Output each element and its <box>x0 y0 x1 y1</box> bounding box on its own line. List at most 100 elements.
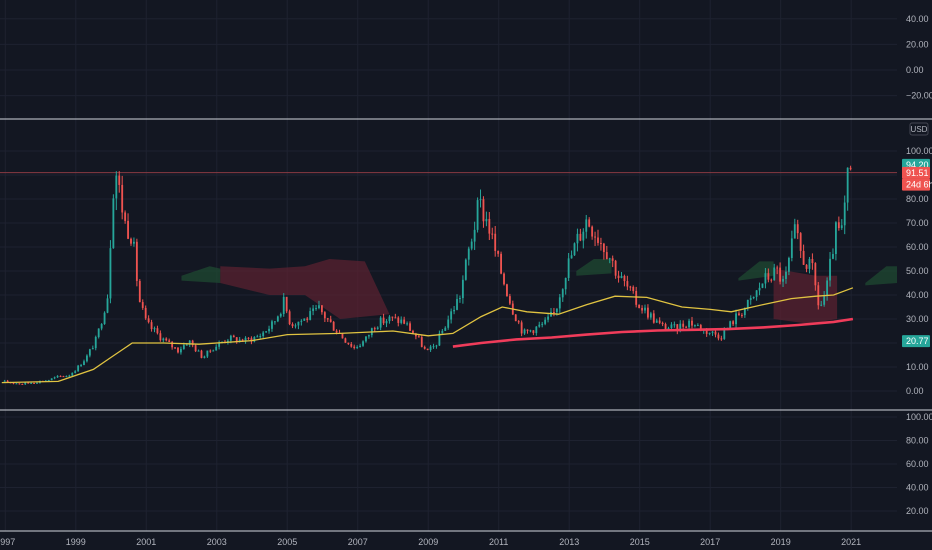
candle-down[interactable] <box>623 275 626 282</box>
candle-up[interactable] <box>523 329 526 334</box>
candle-up[interactable] <box>133 241 135 244</box>
candle-up[interactable] <box>212 350 215 352</box>
candle-up[interactable] <box>218 342 221 347</box>
candle-up[interactable] <box>47 380 50 382</box>
candle-down[interactable] <box>412 330 414 334</box>
candle-down[interactable] <box>770 279 773 281</box>
candle-down[interactable] <box>174 347 176 349</box>
candle-down[interactable] <box>247 337 250 339</box>
candle-down[interactable] <box>661 322 664 325</box>
candle-down[interactable] <box>617 275 620 278</box>
candle-down[interactable] <box>353 346 356 348</box>
candle-down[interactable] <box>514 314 517 322</box>
candle-down[interactable] <box>691 320 693 326</box>
candle-down[interactable] <box>647 307 649 318</box>
candle-up[interactable] <box>318 305 320 309</box>
candle-up[interactable] <box>585 219 588 232</box>
candle-up[interactable] <box>271 321 273 329</box>
candle-down[interactable] <box>332 321 335 331</box>
candle-down[interactable] <box>130 238 132 244</box>
candle-down[interactable] <box>817 285 820 306</box>
candle-down[interactable] <box>177 347 179 353</box>
candle-down[interactable] <box>6 380 9 383</box>
candle-up[interactable] <box>558 297 561 309</box>
candle-up[interactable] <box>711 331 714 333</box>
candle-up[interactable] <box>834 222 837 255</box>
candle-down[interactable] <box>118 175 121 185</box>
top-pane-price-axis[interactable]: 40.00 20.00 0.00 −20.00 <box>906 14 932 101</box>
candle-up[interactable] <box>535 326 538 334</box>
candle-up[interactable] <box>279 313 282 317</box>
candle-up[interactable] <box>115 175 118 199</box>
candle-up[interactable] <box>608 258 611 260</box>
candle-up[interactable] <box>315 308 317 310</box>
candle-up[interactable] <box>456 299 458 310</box>
candle-down[interactable] <box>33 382 35 384</box>
candle-down[interactable] <box>767 273 770 280</box>
candle-up[interactable] <box>673 324 676 326</box>
candle-down[interactable] <box>232 335 235 338</box>
currency-selector[interactable]: USD <box>909 122 929 136</box>
candle-up[interactable] <box>100 324 103 329</box>
candle-down[interactable] <box>150 322 153 330</box>
candle-up[interactable] <box>708 332 711 334</box>
candle-down[interactable] <box>635 290 638 305</box>
candle-down[interactable] <box>306 318 309 320</box>
candle-up[interactable] <box>735 313 737 325</box>
candle-down[interactable] <box>373 328 376 330</box>
candle-down[interactable] <box>591 226 594 237</box>
candle-up[interactable] <box>438 333 441 346</box>
candle-up[interactable] <box>227 340 229 343</box>
candle-up[interactable] <box>274 321 276 323</box>
candle-down[interactable] <box>191 340 194 346</box>
candle-up[interactable] <box>544 319 547 324</box>
candle-up[interactable] <box>276 316 279 322</box>
candle-down[interactable] <box>171 342 174 348</box>
candle-down[interactable] <box>597 237 599 243</box>
candle-down[interactable] <box>494 233 497 251</box>
candle-down[interactable] <box>347 342 350 344</box>
candle-up[interactable] <box>53 377 56 379</box>
candle-up[interactable] <box>826 280 829 297</box>
candle-up[interactable] <box>749 298 752 300</box>
candle-down[interactable] <box>849 167 852 170</box>
candle-up[interactable] <box>229 335 232 341</box>
candle-up[interactable] <box>564 277 567 290</box>
candle-down[interactable] <box>503 273 505 285</box>
candle-up[interactable] <box>185 344 188 346</box>
candle-down[interactable] <box>59 375 62 377</box>
candle-down[interactable] <box>209 350 212 352</box>
candle-up[interactable] <box>262 332 265 337</box>
candle-up[interactable] <box>764 273 767 284</box>
candle-up[interactable] <box>215 346 218 351</box>
candle-up[interactable] <box>832 254 834 259</box>
candle-down[interactable] <box>497 250 500 254</box>
candle-down[interactable] <box>124 212 127 221</box>
candle-down[interactable] <box>658 320 661 323</box>
candle-up[interactable] <box>356 347 359 349</box>
candle-up[interactable] <box>793 224 796 239</box>
candle-down[interactable] <box>414 333 417 337</box>
candle-up[interactable] <box>103 312 106 325</box>
candle-down[interactable] <box>423 346 426 349</box>
candle-up[interactable] <box>68 375 71 377</box>
candle-up[interactable] <box>94 336 97 349</box>
time-axis[interactable]: 1997 1999 2001 2003 2005 2007 2009 2011 2013 2015… <box>0 537 861 547</box>
candle-up[interactable] <box>197 350 200 352</box>
candle-up[interactable] <box>30 382 33 384</box>
candle-down[interactable] <box>344 338 347 343</box>
candle-down[interactable] <box>397 317 400 323</box>
candle-up[interactable] <box>620 275 623 278</box>
candle-up[interactable] <box>106 298 109 313</box>
candle-down[interactable] <box>714 331 717 335</box>
candle-up[interactable] <box>15 383 18 385</box>
candle-down[interactable] <box>720 338 723 340</box>
candle-down[interactable] <box>335 330 338 333</box>
candle-up[interactable] <box>74 371 77 373</box>
candle-down[interactable] <box>626 281 629 287</box>
candle-up[interactable] <box>188 340 191 345</box>
candle-up[interactable] <box>823 296 826 305</box>
candle-down[interactable] <box>685 326 688 328</box>
candle-up[interactable] <box>694 325 696 327</box>
candle-down[interactable] <box>127 220 129 239</box>
